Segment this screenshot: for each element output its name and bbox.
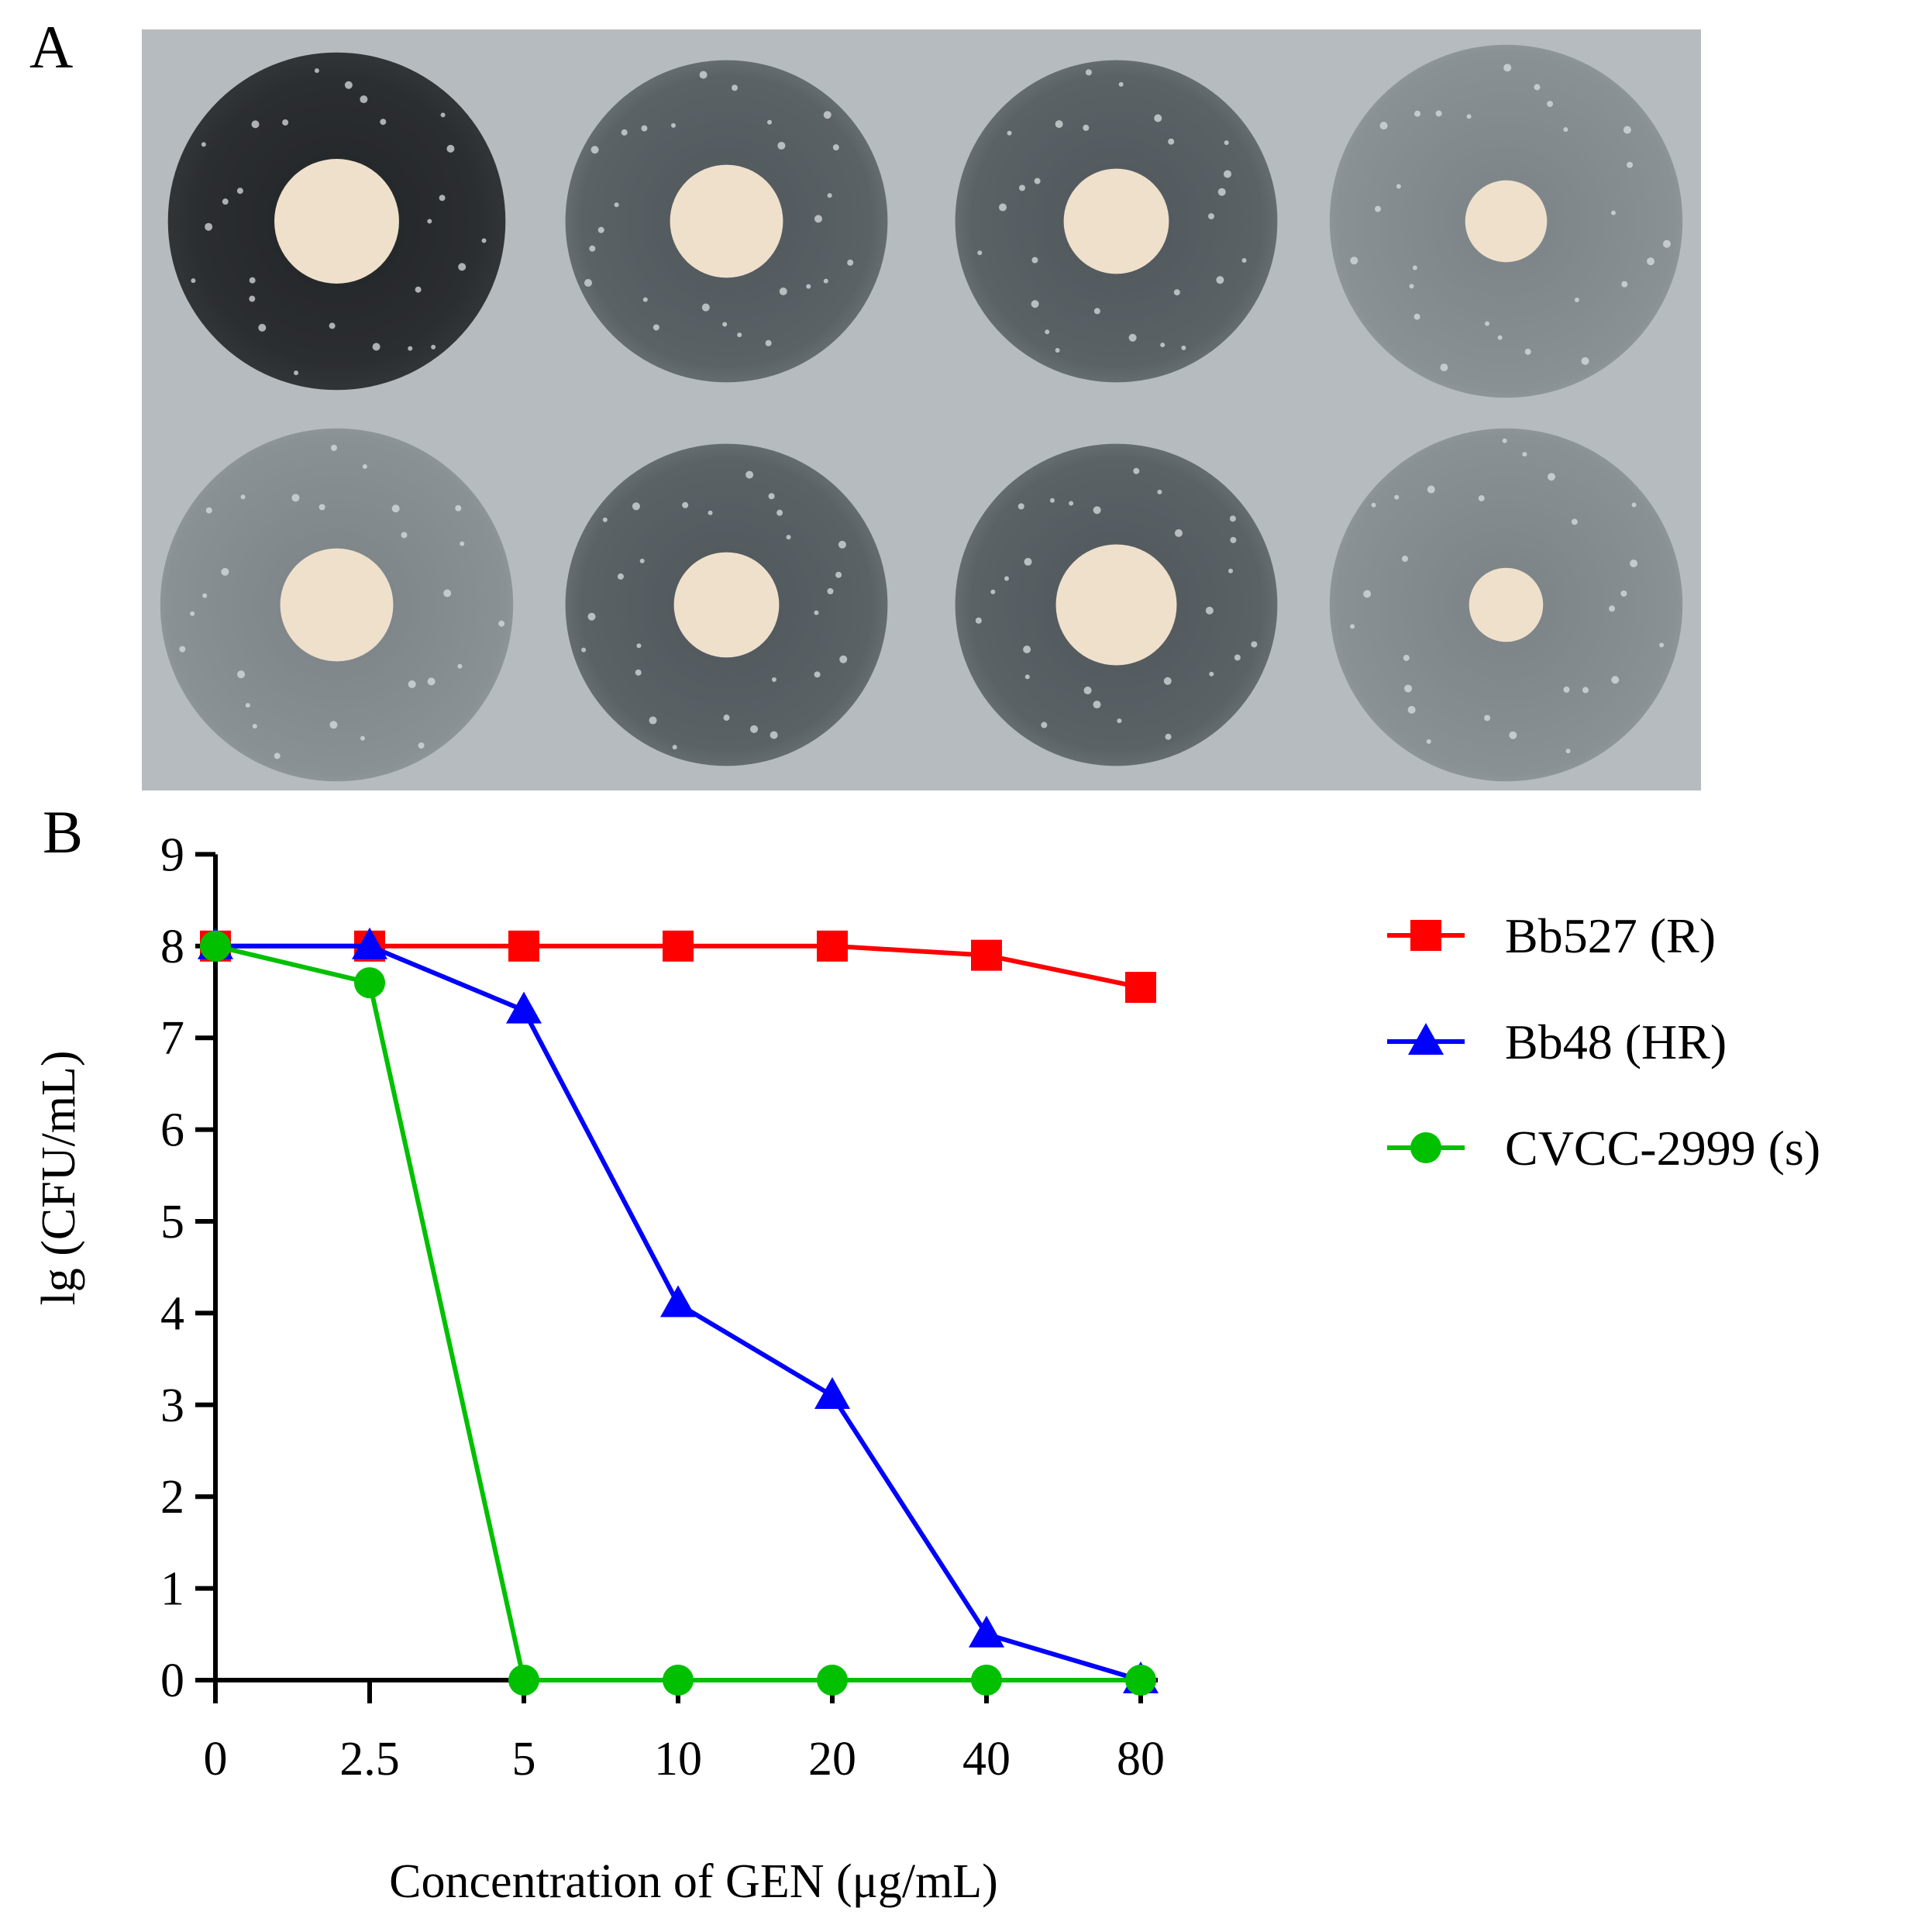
data-point-circle bbox=[200, 930, 231, 962]
plate-image bbox=[532, 413, 921, 790]
data-point-square bbox=[663, 930, 694, 962]
y-tick-label: 2 bbox=[160, 1471, 184, 1524]
x-tick-label: 80 bbox=[1117, 1733, 1165, 1786]
y-tick-label: 1 bbox=[160, 1563, 184, 1616]
y-tick-label: 9 bbox=[160, 828, 184, 881]
data-point-circle bbox=[663, 1665, 694, 1696]
data-point-circle bbox=[1125, 1665, 1156, 1696]
plate-image bbox=[142, 29, 532, 413]
x-tick-label: 0 bbox=[204, 1733, 228, 1786]
data-point-square bbox=[508, 930, 539, 962]
y-tick-label: 5 bbox=[160, 1196, 184, 1248]
series-line bbox=[198, 927, 1159, 1693]
series-line bbox=[200, 930, 1156, 1696]
chart-axes: 0 1 2 3 4 5 6 7 8 9 0 2.5 5 10 20 40 80 bbox=[160, 828, 1165, 1786]
legend-label: CVCC-2999 (s) bbox=[1505, 1121, 1820, 1176]
x-tick-label: 5 bbox=[512, 1733, 536, 1786]
plate-image bbox=[532, 29, 921, 413]
antibiotic-disk bbox=[1063, 168, 1169, 274]
legend-label: Bb527 (R) bbox=[1505, 908, 1716, 963]
data-point-triangle bbox=[506, 991, 542, 1024]
x-tick-label: 10 bbox=[654, 1733, 702, 1786]
plate-image bbox=[1311, 29, 1701, 413]
y-tick-label: 8 bbox=[160, 921, 184, 973]
data-point-circle bbox=[354, 967, 385, 999]
panel-a-label: A bbox=[29, 13, 74, 81]
data-point-circle bbox=[508, 1665, 539, 1696]
antibiotic-disk bbox=[280, 548, 394, 662]
chart-legend: Bb527 (R) Bb48 (HR) CVCC-2999 (s) bbox=[1387, 908, 1820, 1176]
antibiotic-disk bbox=[1055, 544, 1177, 666]
data-point-square bbox=[1410, 920, 1441, 951]
legend-label: Bb48 (HR) bbox=[1505, 1014, 1727, 1069]
panel-a-photo-grid bbox=[142, 29, 1701, 790]
data-point-square bbox=[1125, 972, 1156, 1004]
antibiotic-disk bbox=[670, 164, 783, 278]
x-tick-label: 20 bbox=[808, 1733, 856, 1786]
data-point-circle bbox=[817, 1665, 848, 1696]
y-tick-label: 4 bbox=[160, 1287, 184, 1340]
plate-image bbox=[1311, 413, 1701, 790]
chart-series bbox=[198, 927, 1159, 1696]
antibiotic-disk bbox=[274, 159, 399, 284]
data-point-triangle bbox=[814, 1376, 850, 1409]
data-point-square bbox=[817, 930, 848, 962]
x-tick-label: 2.5 bbox=[339, 1733, 400, 1786]
y-tick-label: 3 bbox=[160, 1379, 184, 1432]
legend-entry: Bb48 (HR) bbox=[1387, 1014, 1727, 1069]
x-axis-title: Concentration of GEN (μg/mL) bbox=[389, 1855, 998, 1908]
plate-image bbox=[921, 413, 1311, 790]
data-point-triangle bbox=[660, 1285, 696, 1317]
y-tick-label: 6 bbox=[160, 1104, 184, 1157]
y-axis-title: lg (CFU/mL) bbox=[33, 1051, 85, 1306]
y-tick-label: 7 bbox=[160, 1012, 184, 1065]
y-tick-label: 0 bbox=[160, 1655, 184, 1707]
antibiotic-disk bbox=[1469, 567, 1544, 642]
plate-image bbox=[142, 413, 532, 790]
data-point-triangle bbox=[969, 1615, 1004, 1648]
antibiotic-disk bbox=[673, 552, 780, 658]
data-point-triangle bbox=[352, 927, 387, 959]
legend-entry: CVCC-2999 (s) bbox=[1387, 1121, 1820, 1176]
antibiotic-disk bbox=[1465, 180, 1548, 263]
data-point-circle bbox=[1410, 1132, 1441, 1163]
data-point-circle bbox=[971, 1665, 1002, 1696]
plate-image bbox=[921, 29, 1311, 413]
data-point-triangle bbox=[1408, 1023, 1444, 1055]
series-line bbox=[200, 930, 1156, 1004]
panel-b-label: B bbox=[43, 798, 84, 866]
x-tick-label: 40 bbox=[962, 1733, 1011, 1786]
legend-entry: Bb527 (R) bbox=[1387, 908, 1716, 963]
data-point-square bbox=[971, 939, 1002, 971]
